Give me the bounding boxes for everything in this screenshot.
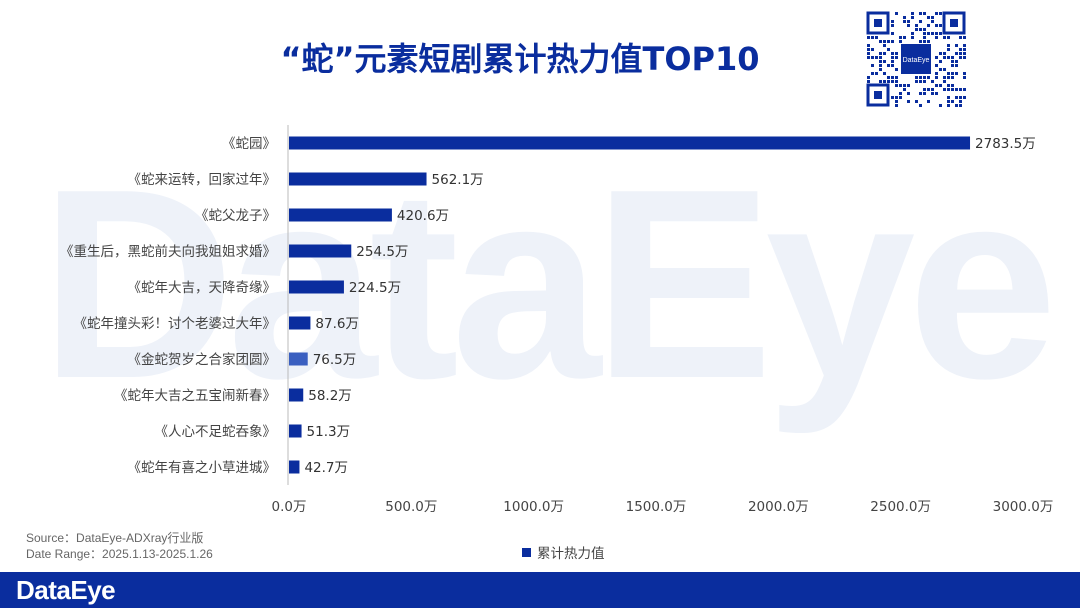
category-label: 《蛇年大吉之五宝闹新春》	[114, 388, 276, 404]
legend-label: 累计热力值	[537, 546, 605, 562]
category-label: 《蛇园》	[222, 136, 276, 152]
source-line: Source：DataEye-ADXray行业版	[26, 531, 204, 545]
chart-title: “蛇”元素短剧累计热力值TOP10	[280, 40, 760, 78]
bar	[289, 424, 302, 438]
x-tick-label: 3000.0万	[993, 499, 1054, 515]
category-label: 《人心不足蛇吞象》	[155, 424, 277, 440]
data-label: 2783.5万	[975, 136, 1036, 152]
data-label: 51.3万	[307, 424, 351, 440]
bar	[289, 460, 300, 474]
data-label: 420.6万	[397, 208, 449, 224]
data-label: 76.5万	[313, 352, 357, 368]
legend: 累计热力值	[522, 542, 605, 562]
bar	[289, 172, 427, 186]
x-tick-label: 500.0万	[385, 499, 437, 515]
data-label: 42.7万	[304, 460, 348, 476]
bar	[289, 244, 352, 258]
category-label: 《蛇年有喜之小草进城》	[128, 460, 277, 476]
footer-bar: DataEye	[0, 572, 1080, 608]
x-tick-label: 1000.0万	[503, 499, 564, 515]
category-label: 《重生后，黑蛇前夫向我姐姐求婚》	[60, 243, 276, 260]
category-label: 《金蛇贺岁之合家团圆》	[128, 351, 277, 368]
qr-code-icon: DataEye	[865, 10, 967, 108]
legend-swatch	[522, 547, 531, 557]
bar	[289, 136, 971, 150]
category-label: 《蛇来运转，回家过年》	[128, 171, 277, 188]
footer-logo: DataEye	[16, 575, 116, 605]
category-label: 《蛇父龙子》	[195, 208, 276, 224]
bar	[289, 280, 344, 294]
x-tick-label: 1500.0万	[626, 499, 687, 515]
bar	[289, 388, 304, 402]
bar	[289, 316, 311, 330]
qr-center-logo: DataEye	[903, 57, 930, 64]
source-note: Source：DataEye-ADXray行业版 Date Range：2025…	[26, 530, 213, 562]
data-label: 58.2万	[308, 388, 352, 404]
x-tick-label: 2000.0万	[748, 499, 809, 515]
date-range-line: Date Range：2025.1.13-2025.1.26	[26, 547, 213, 561]
data-label: 254.5万	[356, 244, 408, 260]
data-label: 224.5万	[349, 280, 401, 296]
bar	[289, 208, 392, 222]
x-tick-label: 2500.0万	[870, 499, 931, 515]
data-label: 87.6万	[315, 316, 359, 332]
x-tick-label: 0.0万	[272, 499, 307, 515]
category-label: 《蛇年撞头彩！讨个老婆过大年》	[74, 316, 277, 332]
bar-chart: 《蛇园》《蛇来运转，回家过年》《蛇父龙子》《重生后，黑蛇前夫向我姐姐求婚》《蛇年…	[60, 125, 1054, 515]
category-label: 《蛇年大吉，天降奇缘》	[128, 279, 277, 296]
watermark-text: DataEye	[40, 134, 1058, 435]
data-label: 562.1万	[432, 172, 484, 188]
bar	[289, 352, 308, 366]
